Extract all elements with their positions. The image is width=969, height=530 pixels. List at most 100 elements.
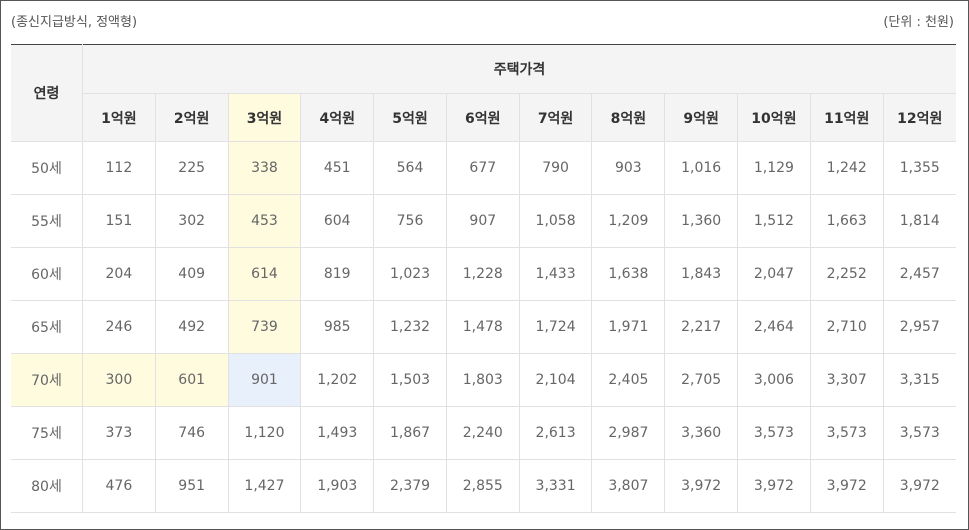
table-row: 50세 112 225 338 451 564 677 790 903 1,016 1,129 1,2… <box>11 141 956 195</box>
payment-value-cell: 2,252 <box>809 247 884 301</box>
payment-value-cell: 3,360 <box>664 406 739 460</box>
payment-value-cell: 451 <box>300 141 375 195</box>
payment-value-cell: 1,724 <box>518 300 593 354</box>
payment-value-cell: 1,242 <box>809 141 884 195</box>
payment-value-cell: 604 <box>300 194 375 248</box>
payment-value-cell: 2,987 <box>591 406 666 460</box>
age-cell: 55세 <box>11 194 83 248</box>
payment-value-cell: 1,433 <box>518 247 593 301</box>
payment-value-cell: 2,613 <box>518 406 593 460</box>
payment-value-cell: 1,120 <box>227 406 302 460</box>
payment-value-cell: 1,493 <box>300 406 375 460</box>
payment-value-cell: 225 <box>154 141 229 195</box>
price-column-header: 8억원 <box>591 93 666 142</box>
payment-value-cell: 1,843 <box>664 247 739 301</box>
payment-value-cell: 1,232 <box>373 300 447 354</box>
payment-value-cell: 2,457 <box>882 247 956 301</box>
payment-value-cell: 1,503 <box>373 353 447 407</box>
payment-value-cell: 3,573 <box>882 406 956 460</box>
payment-value-cell: 1,867 <box>373 406 447 460</box>
age-cell: 75세 <box>11 406 83 460</box>
payment-value-cell: 1,228 <box>445 247 520 301</box>
unit-caption: (단위 : 천원) <box>883 15 954 30</box>
price-column-header: 1억원 <box>82 93 156 142</box>
payment-value-cell: 2,405 <box>591 353 666 407</box>
price-column-header: 12억원 <box>882 93 956 142</box>
payment-value-cell: 3,331 <box>518 459 593 513</box>
payment-value-cell: 2,104 <box>518 353 593 407</box>
payment-value-cell: 1,478 <box>445 300 520 354</box>
payment-value-cell: 2,240 <box>445 406 520 460</box>
payment-value-cell: 3,972 <box>882 459 956 513</box>
payment-value-cell: 246 <box>82 300 156 354</box>
payment-value-cell: 3,315 <box>882 353 956 407</box>
payment-value-cell: 1,016 <box>664 141 739 195</box>
payment-value-cell: 151 <box>82 194 156 248</box>
price-column-header: 5억원 <box>373 93 447 142</box>
table-row: 65세 246 492 739 985 1,232 1,478 1,724 1,971 2,217… <box>11 300 956 354</box>
payment-value-cell: 985 <box>300 300 375 354</box>
age-column-header: 연령 <box>11 44 83 142</box>
price-column-header: 6억원 <box>445 93 520 142</box>
table-row: 60세 204 409 614 819 1,023 1,228 1,433 1,638 1,843… <box>11 247 956 301</box>
payment-value-cell: 1,903 <box>300 459 375 513</box>
payment-value-cell: 2,464 <box>737 300 811 354</box>
price-column-header: 7억원 <box>518 93 593 142</box>
payment-value-cell: 746 <box>154 406 229 460</box>
table-row: 80세 476 951 1,427 1,903 2,379 2,855 3,331 3,807 3… <box>11 459 956 513</box>
payment-value-cell: 1,355 <box>882 141 956 195</box>
payment-value-cell: 2,957 <box>882 300 956 354</box>
payment-value-cell: 3,573 <box>737 406 811 460</box>
payment-value-cell: 1,971 <box>591 300 666 354</box>
price-columns-header-row: 1억원 2억원 3억원 4억원 5억원 6억원 7억원 8억원 9억원 10억원 11억원 12억원 <box>11 93 956 142</box>
payment-value-cell: 1,209 <box>591 194 666 248</box>
payment-value-cell: 112 <box>82 141 156 195</box>
payment-value-cell: 2,047 <box>737 247 811 301</box>
age-cell: 50세 <box>11 141 83 195</box>
payment-value-cell: 739 <box>227 300 302 354</box>
table-row: 70세 300 601 901 1,202 1,503 1,803 2,104 2,405 2,7… <box>11 353 956 407</box>
payment-value-cell: 300 <box>82 353 156 407</box>
payment-value-cell: 1,663 <box>809 194 884 248</box>
payment-value-cell: 1,202 <box>300 353 375 407</box>
payment-value-cell: 790 <box>518 141 593 195</box>
payment-value-cell: 819 <box>300 247 375 301</box>
payment-value-cell: 1,638 <box>591 247 666 301</box>
payment-value-cell: 492 <box>154 300 229 354</box>
payment-value-cell: 1,814 <box>882 194 956 248</box>
payment-value-cell: 1,512 <box>737 194 811 248</box>
table-row: 55세 151 302 453 604 756 907 1,058 1,209 1,360 1,51… <box>11 194 956 248</box>
payment-value-cell: 3,807 <box>591 459 666 513</box>
age-cell: 80세 <box>11 459 83 513</box>
price-column-header: 3억원 <box>227 93 302 142</box>
payment-value-cell: 373 <box>82 406 156 460</box>
price-column-header: 4억원 <box>300 93 375 142</box>
payment-value-cell: 1,360 <box>664 194 739 248</box>
payment-value-cell: 2,705 <box>664 353 739 407</box>
price-column-header: 9억원 <box>664 93 739 142</box>
payment-value-cell: 204 <box>82 247 156 301</box>
table-row: 75세 373 746 1,120 1,493 1,867 2,240 2,613 2,987 3… <box>11 406 956 460</box>
payment-value-cell: 3,573 <box>809 406 884 460</box>
payment-value-cell: 3,972 <box>664 459 739 513</box>
payment-value-cell: 2,710 <box>809 300 884 354</box>
age-cell: 60세 <box>11 247 83 301</box>
payment-value-cell: 1,058 <box>518 194 593 248</box>
payment-value-cell: 903 <box>591 141 666 195</box>
age-cell: 65세 <box>11 300 83 354</box>
price-column-header: 2억원 <box>154 93 229 142</box>
payment-value-cell: 1,129 <box>737 141 811 195</box>
payment-value-cell: 3,972 <box>809 459 884 513</box>
payment-value-cell: 2,855 <box>445 459 520 513</box>
payment-value-cell: 2,217 <box>664 300 739 354</box>
payment-value-cell: 901 <box>227 353 302 407</box>
payment-value-cell: 1,023 <box>373 247 447 301</box>
table-body: 50세 112 225 338 451 564 677 790 903 1,016 1,129 1,2… <box>11 141 956 513</box>
payment-value-cell: 907 <box>445 194 520 248</box>
payment-value-cell: 476 <box>82 459 156 513</box>
payment-value-cell: 3,972 <box>737 459 811 513</box>
price-column-header: 10억원 <box>737 93 811 142</box>
table-caption-row: (종신지급방식, 정액형) (단위 : 천원) <box>11 11 954 33</box>
payment-value-cell: 601 <box>154 353 229 407</box>
